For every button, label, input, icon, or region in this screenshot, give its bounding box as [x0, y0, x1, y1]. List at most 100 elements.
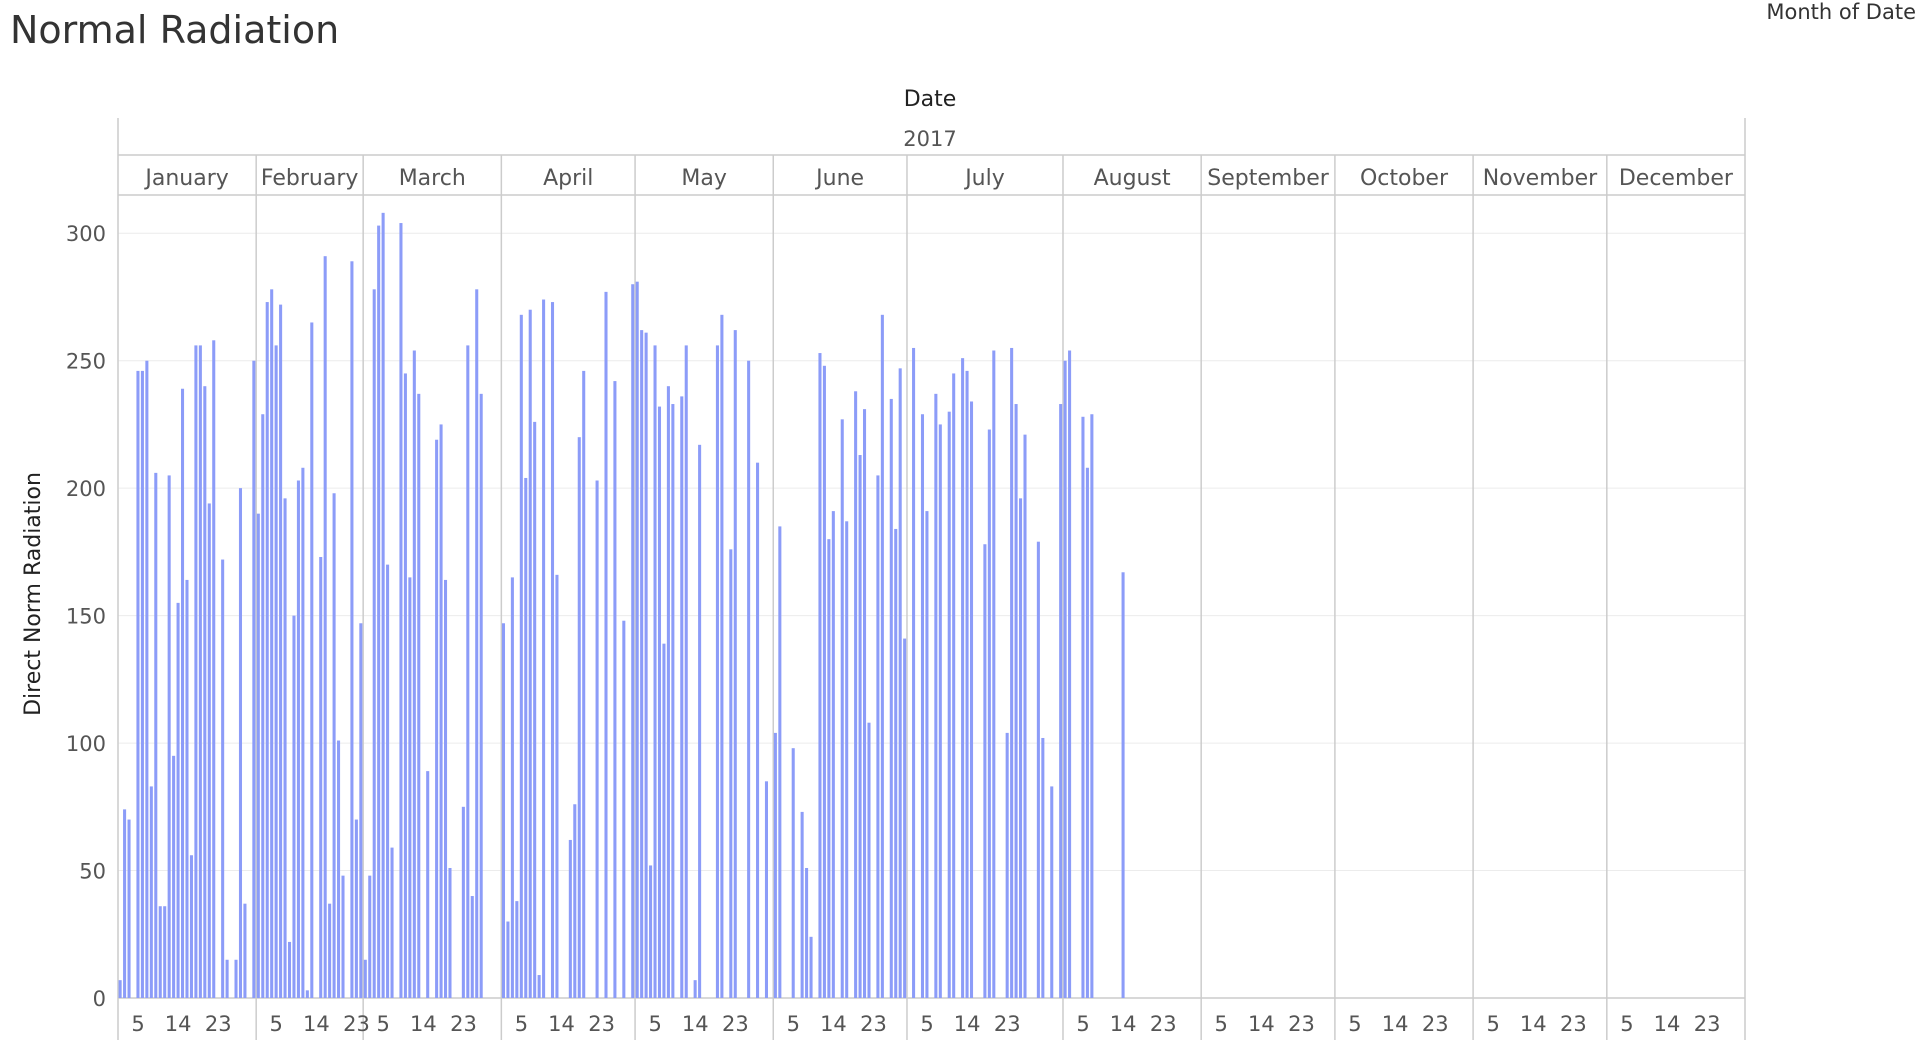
- bar: [671, 404, 675, 998]
- bar: [555, 574, 559, 998]
- bar: [176, 602, 180, 998]
- y-axis: 0 50 100 150 200 250 300: [66, 222, 106, 1011]
- x-tick-label: 23: [205, 1012, 232, 1036]
- bar: [876, 475, 880, 998]
- bar: [983, 544, 987, 998]
- bar: [573, 804, 577, 998]
- bar: [533, 421, 537, 998]
- bar: [510, 577, 514, 998]
- y-tick-label: 100: [66, 732, 106, 756]
- bar: [256, 513, 260, 998]
- bar: [145, 360, 149, 998]
- bar: [894, 528, 898, 998]
- bar: [898, 368, 902, 998]
- bar: [1019, 498, 1023, 998]
- bar: [136, 370, 140, 998]
- bar: [987, 429, 991, 998]
- bar: [680, 396, 684, 998]
- bar: [684, 345, 688, 998]
- month-headers: January February March April May June July Augu…: [143, 166, 1734, 191]
- bar: [127, 819, 131, 998]
- bar: [733, 330, 737, 999]
- bar: [310, 322, 314, 998]
- y-axis-label: Direct Norm Radiation: [21, 472, 46, 716]
- bar: [301, 467, 305, 998]
- chart-title: Normal Radiation: [10, 8, 340, 52]
- x-tick-label: 5: [1076, 1012, 1089, 1036]
- bar: [912, 347, 916, 998]
- bar: [818, 353, 822, 998]
- month-header-december: December: [1619, 166, 1734, 191]
- bar: [332, 493, 336, 998]
- bar: [337, 740, 341, 998]
- bar: [479, 393, 483, 998]
- bar: [827, 539, 831, 998]
- bar: [225, 959, 229, 998]
- bar: [653, 345, 657, 998]
- bar: [693, 980, 697, 998]
- bar: [154, 472, 158, 998]
- bar: [252, 360, 256, 998]
- bar: [435, 439, 439, 998]
- bar: [577, 437, 581, 999]
- bar: [729, 549, 733, 998]
- bar: [649, 865, 653, 998]
- bar: [1085, 467, 1089, 998]
- bar: [412, 350, 416, 998]
- bar: [773, 732, 777, 998]
- date-header: Date: [904, 87, 957, 112]
- bar: [319, 556, 323, 998]
- bar: [631, 284, 635, 998]
- month-header-september: September: [1207, 166, 1330, 191]
- bar: [528, 309, 532, 998]
- bar: [1041, 737, 1045, 998]
- x-tick-label: 14: [548, 1012, 575, 1036]
- bar: [644, 332, 648, 999]
- x-tick-label: 5: [648, 1012, 661, 1036]
- bar: [934, 393, 938, 998]
- bar: [323, 256, 327, 999]
- bar: [720, 314, 724, 998]
- bar: [403, 373, 407, 998]
- x-tick-label: 23: [1422, 1012, 1449, 1036]
- bar: [809, 936, 813, 998]
- bar: [426, 771, 430, 998]
- month-header-may: May: [681, 166, 726, 191]
- bar: [640, 330, 644, 999]
- month-header-march: March: [399, 166, 466, 191]
- bar: [448, 867, 452, 998]
- bar: [118, 980, 122, 998]
- bar: [439, 424, 443, 998]
- bar: [863, 409, 867, 999]
- x-tick-label: 5: [1620, 1012, 1633, 1036]
- bar: [889, 398, 893, 998]
- x-tick-label: 14: [303, 1012, 330, 1036]
- bar: [698, 444, 702, 998]
- x-axis: 5 14 23 5 14 23 5 14 23 5 14 23 5 14 23 5 14 23 5 14 23 5 14 23…: [131, 1012, 1720, 1036]
- bar: [778, 526, 782, 998]
- bar: [657, 406, 662, 999]
- bar: [279, 304, 283, 999]
- bar: [800, 811, 804, 998]
- bar: [1090, 414, 1094, 998]
- bar: [158, 906, 162, 998]
- bar: [1014, 404, 1018, 998]
- bar: [350, 261, 354, 998]
- x-tick-label: 5: [1486, 1012, 1499, 1036]
- bar: [341, 875, 345, 998]
- bar: [582, 370, 586, 998]
- bar: [368, 875, 372, 998]
- bar: [292, 615, 296, 998]
- bar: [764, 781, 768, 998]
- month-header-january: January: [143, 166, 228, 191]
- year-header: 2017: [903, 127, 956, 151]
- bars: [118, 212, 1125, 999]
- x-tick-label: 14: [820, 1012, 847, 1036]
- bar: [283, 498, 287, 998]
- bar: [377, 225, 381, 999]
- bar: [635, 281, 639, 999]
- month-header-november: November: [1483, 166, 1598, 191]
- bar: [1081, 416, 1085, 998]
- bar: [390, 847, 394, 998]
